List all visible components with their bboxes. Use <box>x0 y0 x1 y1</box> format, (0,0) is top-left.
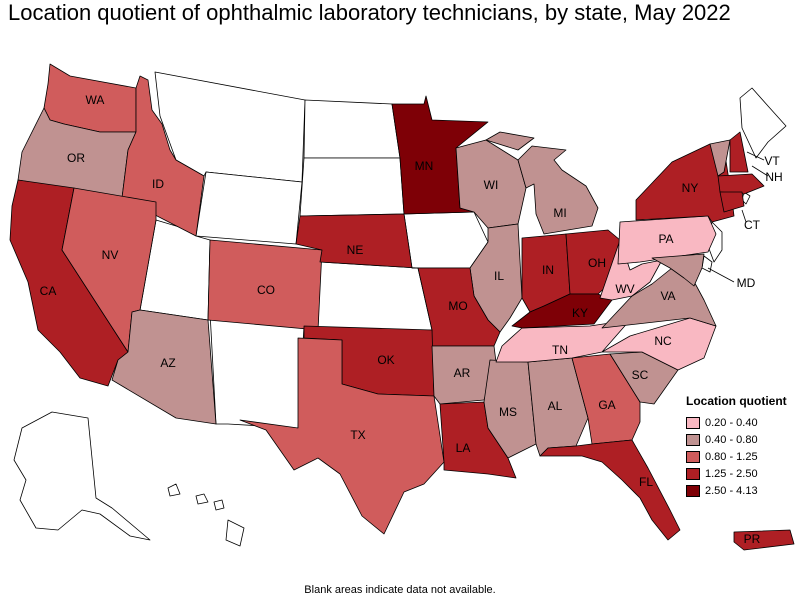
state-label-NV: NV <box>102 248 119 262</box>
state-FL <box>539 439 681 541</box>
state-label-LA: LA <box>456 441 471 455</box>
state-label-WV: WV <box>615 282 634 296</box>
state-NE <box>295 213 419 269</box>
state-label-SC: SC <box>632 368 649 382</box>
state-label-ID: ID <box>152 177 164 191</box>
state-label-PR: PR <box>744 532 761 546</box>
legend-swatch <box>686 484 700 497</box>
state-label-IN: IN <box>542 263 554 277</box>
state-VT <box>709 139 731 177</box>
state-label-PA: PA <box>658 232 673 246</box>
state-NC <box>601 317 717 371</box>
legend-label: 2.50 - 4.13 <box>705 484 758 497</box>
state-MO <box>411 267 501 347</box>
state-MD <box>651 253 705 287</box>
state-label-OH: OH <box>588 256 606 270</box>
state-ND <box>303 99 401 159</box>
legend: Location quotient 0.20 - 0.40 0.40 - 0.8… <box>686 394 787 499</box>
state-label-FL: FL <box>639 475 653 489</box>
state-PR <box>733 529 795 551</box>
state-label-OR: OR <box>67 151 85 165</box>
state-label-CT: CT <box>744 218 761 232</box>
state-label-WA: WA <box>86 93 105 107</box>
state-label-TX: TX <box>350 428 365 442</box>
state-label-VA: VA <box>660 289 675 303</box>
state-CT <box>719 191 745 213</box>
legend-swatch <box>686 416 700 429</box>
state-TX <box>239 337 445 535</box>
state-HI <box>167 483 245 547</box>
state-label-MD: MD <box>737 276 756 290</box>
state-label-VT: VT <box>764 154 780 168</box>
state-TN <box>495 319 631 363</box>
state-AK <box>13 411 151 541</box>
state-label-MS: MS <box>499 405 517 419</box>
legend-label: 0.40 - 0.80 <box>705 433 758 446</box>
state-label-TN: TN <box>552 343 568 357</box>
legend-item: 2.50 - 4.13 <box>686 482 787 499</box>
state-MI <box>485 131 599 235</box>
state-ID <box>121 75 205 237</box>
state-label-CA: CA <box>40 284 57 298</box>
state-ME <box>739 87 787 159</box>
state-label-AR: AR <box>454 366 471 380</box>
legend-swatch <box>686 450 700 463</box>
state-KY <box>511 293 613 329</box>
state-SD <box>299 157 405 217</box>
state-label-IL: IL <box>494 269 504 283</box>
legend-item: 1.25 - 2.50 <box>686 465 787 482</box>
state-label-AZ: AZ <box>160 356 175 370</box>
state-NM <box>209 311 305 429</box>
state-label-OK: OK <box>377 353 394 367</box>
state-label-NC: NC <box>654 334 672 348</box>
legend-label: 0.20 - 0.40 <box>705 416 758 429</box>
state-label-MN: MN <box>415 159 434 173</box>
state-label-NE: NE <box>347 243 364 257</box>
footnote: Blank areas indicate data not available. <box>304 584 496 596</box>
state-NH <box>729 131 749 173</box>
state-label-WI: WI <box>484 178 499 192</box>
legend-label: 0.80 - 1.25 <box>705 450 758 463</box>
state-label-NY: NY <box>682 181 699 195</box>
leader-lines <box>707 151 769 283</box>
state-label-MO: MO <box>448 299 467 313</box>
state-label-AL: AL <box>548 399 563 413</box>
legend-title: Location quotient <box>686 394 787 408</box>
state-label-MI: MI <box>553 206 566 220</box>
legend-item: 0.80 - 1.25 <box>686 448 787 465</box>
state-label-KY: KY <box>572 306 588 320</box>
map-title: Location quotient of ophthalmic laborato… <box>8 0 731 25</box>
legend-item: 0.20 - 0.40 <box>686 414 787 431</box>
state-AZ <box>111 309 217 425</box>
state-label-NH: NH <box>765 170 782 184</box>
state-MA <box>717 173 765 195</box>
legend-item: 0.40 - 0.80 <box>686 431 787 448</box>
state-labels: WA OR CA ID NV AZ CO MN NE WI IL MI IN OH MO OK TX AR LA MS… <box>40 93 783 546</box>
legend-label: 1.25 - 2.50 <box>705 467 758 480</box>
legend-swatch <box>686 433 700 446</box>
colored-states <box>9 63 795 551</box>
legend-swatch <box>686 467 700 480</box>
state-WY <box>195 171 303 245</box>
state-label-GA: GA <box>598 398 615 412</box>
state-label-CO: CO <box>257 283 275 297</box>
state-KS <box>317 261 433 331</box>
